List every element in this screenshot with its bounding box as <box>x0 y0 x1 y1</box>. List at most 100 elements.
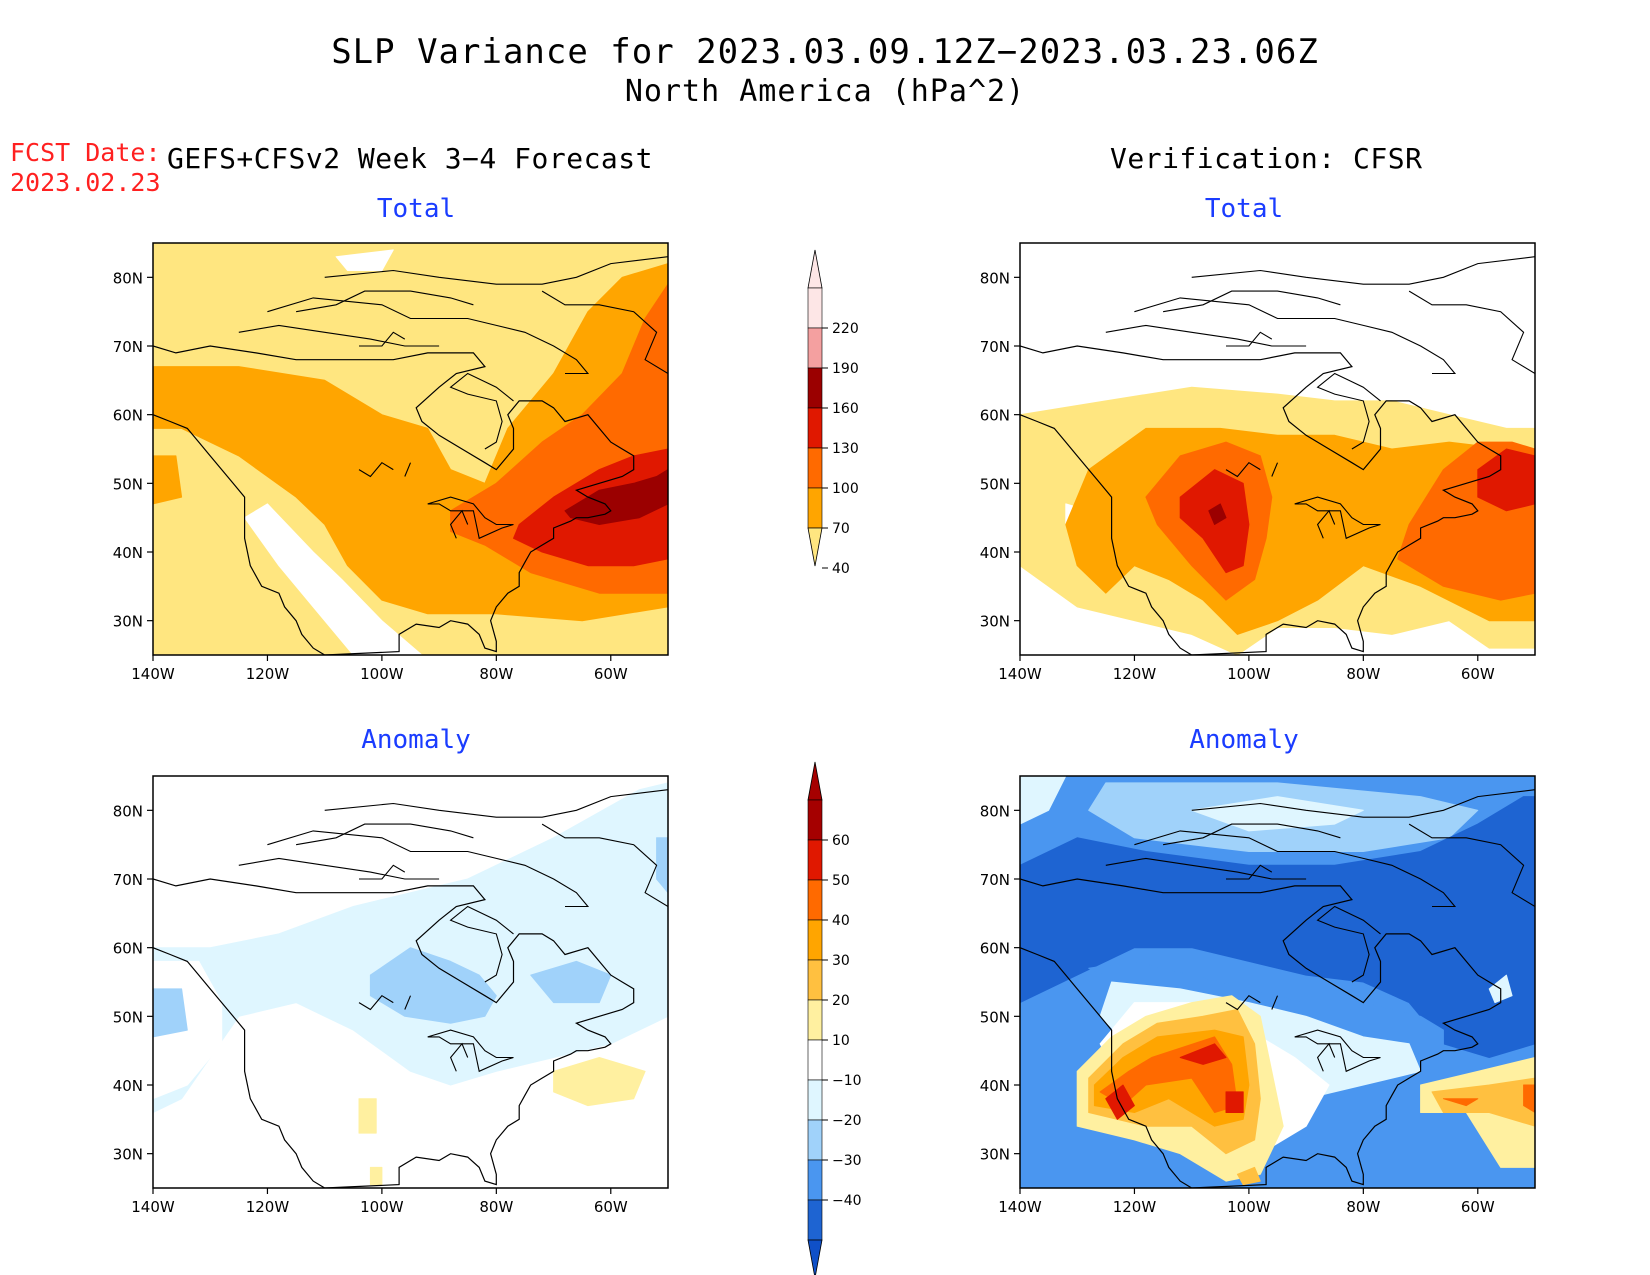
lat-tick-label: 50N <box>980 475 1010 493</box>
lat-tick-label: 70N <box>113 871 143 889</box>
lat-tick-label: 70N <box>980 871 1010 889</box>
colorbar-total-top-arrow <box>807 249 823 289</box>
lon-tick-label: 140W <box>131 1198 175 1216</box>
map-field-verif-total <box>1020 243 1535 655</box>
colorbar-anomaly-swatch <box>807 959 823 1001</box>
colorbar-anomaly-swatch <box>807 1119 823 1161</box>
colorbar-anomaly-label: 20 <box>832 993 850 1009</box>
colorbar-anomaly-swatch <box>807 1159 823 1201</box>
lat-tick-label: 40N <box>980 1077 1010 1095</box>
coastline-segment <box>1316 1042 1336 1072</box>
map-panel-verif-total: 140W 120W 100W 80W 60W 80N 70N 60N 50N 40N 30N <box>980 242 1536 683</box>
coastline-segment <box>1408 290 1535 374</box>
lon-tick-label: 120W <box>246 665 290 683</box>
coastline-segment <box>296 823 474 846</box>
lon-tick-label: 60W <box>1461 1198 1495 1216</box>
colorbar-anomaly: 60 50 40 30 20 10 −10 −20 −30 −40 <box>807 761 862 1275</box>
lat-tick-label: 30N <box>113 613 143 631</box>
coastline-segment <box>541 823 668 907</box>
coastline <box>153 878 635 1188</box>
lat-tick-label: 50N <box>113 1008 143 1026</box>
coastline <box>1020 878 1502 1188</box>
coastline-segment <box>449 1042 469 1072</box>
colorbar-total-label: 70 <box>832 521 850 537</box>
map-panel-forecast-anomaly: 140W 120W 100W 80W 60W 80N 70N 60N 50N 40N 30N <box>113 775 669 1216</box>
lat-tick-label: 70N <box>980 338 1010 356</box>
colorbar-total-swatch <box>807 487 823 529</box>
lon-tick-label: 120W <box>1113 665 1157 683</box>
contour-region <box>244 503 423 655</box>
contour-region <box>564 469 668 525</box>
forecast-date-label: FCST Date: 2023.02.23 <box>10 138 161 197</box>
contour-region <box>1191 796 1364 832</box>
coastline-segment <box>296 290 474 313</box>
contour-region <box>1523 1084 1535 1113</box>
coastline-segment <box>238 324 440 347</box>
lat-tick-label: 40N <box>980 544 1010 562</box>
coastline-segment <box>1134 830 1457 908</box>
coastline-segment <box>427 496 514 540</box>
colorbar-anomaly-label: 50 <box>832 873 850 889</box>
map-panel-verif-anomaly: 140W 120W 100W 80W 60W 80N 70N 60N 50N 40N 30N <box>980 775 1536 1216</box>
coastline-segment <box>404 462 412 477</box>
coastline-segment <box>1226 864 1273 880</box>
coastline-segment <box>449 372 514 450</box>
lat-tick-label: 80N <box>980 802 1010 820</box>
coastline-segment <box>1191 256 1535 285</box>
coastline-segment <box>541 290 668 374</box>
colorbar-anomaly-label: 40 <box>832 913 850 929</box>
coastline <box>153 345 635 655</box>
colorbar-anomaly-top-arrow <box>807 761 823 801</box>
lat-tick-label: 60N <box>980 940 1010 958</box>
coastline-segment <box>267 830 590 908</box>
lat-tick-label: 80N <box>113 802 143 820</box>
map-frame <box>152 242 669 656</box>
contour-region <box>553 1057 646 1107</box>
colorbar-anomaly-label: 10 <box>832 1033 850 1049</box>
panel-title-verif-total: Total <box>1204 194 1284 224</box>
colorbar-total-label: 190 <box>832 361 859 377</box>
lon-tick-label: 80W <box>479 1198 513 1216</box>
contour-region <box>369 947 497 1024</box>
contour-region <box>1477 448 1535 512</box>
colorbar-anomaly-swatch <box>807 1039 823 1081</box>
lon-tick-label: 140W <box>998 665 1042 683</box>
map-frame <box>152 775 669 1189</box>
colorbar-anomaly-swatch <box>807 999 823 1041</box>
lon-tick-label: 60W <box>594 665 628 683</box>
coastline-segment <box>427 1029 514 1073</box>
colorbar-total-label: 40 <box>832 561 850 577</box>
colorbar-anomaly-swatch <box>807 879 823 921</box>
lon-tick-label: 120W <box>1113 1198 1157 1216</box>
contour-region <box>1020 796 1535 1058</box>
colorbar-total-swatch <box>807 367 823 409</box>
panel-title-forecast-anomaly: Anomaly <box>361 725 471 755</box>
lat-tick-label: 60N <box>980 407 1010 425</box>
colorbar-total-bottom-arrow <box>807 527 823 567</box>
lat-tick-label: 80N <box>980 269 1010 287</box>
lat-tick-label: 50N <box>113 475 143 493</box>
colorbar-anomaly-bottom-arrow <box>807 1239 823 1275</box>
panel-title-forecast-total: Total <box>376 194 456 224</box>
lat-tick-label: 30N <box>980 1146 1010 1164</box>
colorbar-total-label: 100 <box>832 481 859 497</box>
lat-tick-label: 80N <box>113 269 143 287</box>
colorbar-total-swatch <box>807 327 823 369</box>
colorbar-anomaly-swatch <box>807 839 823 881</box>
colorbar-anomaly-swatch <box>807 1199 823 1241</box>
coastline-segment <box>238 857 440 880</box>
coastline-segment <box>1163 823 1341 846</box>
colorbar-anomaly-label: −30 <box>832 1153 862 1169</box>
colorbar-total-label: 220 <box>832 321 859 337</box>
coastline-segment <box>1163 290 1341 313</box>
contour-region <box>1179 1043 1227 1065</box>
coastline-segment <box>1105 857 1307 880</box>
colorbar-anomaly-label: 60 <box>832 833 850 849</box>
contour-region <box>1236 1166 1261 1186</box>
coastline-segment <box>1294 1029 1381 1073</box>
main-subtitle: North America (hPa^2) <box>624 74 1026 109</box>
colorbar-anomaly-label: −40 <box>832 1193 862 1209</box>
contour-region <box>1442 1098 1479 1107</box>
lon-tick-label: 80W <box>1346 665 1380 683</box>
